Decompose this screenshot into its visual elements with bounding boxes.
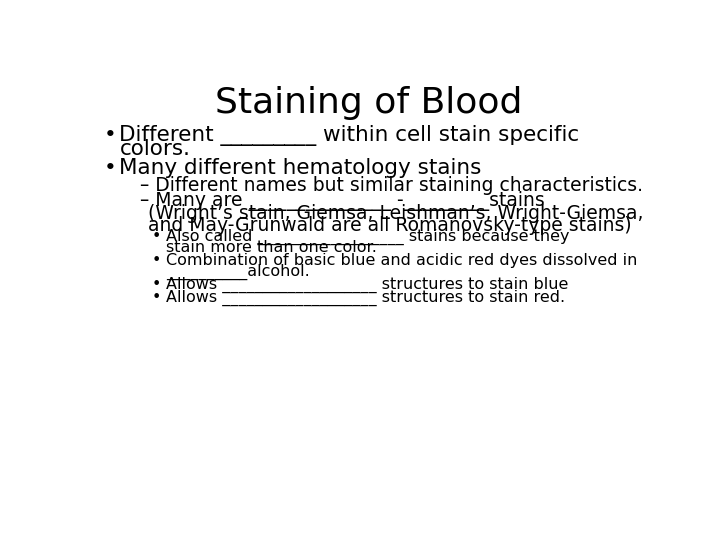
Text: stain more than one color.: stain more than one color. [166,240,377,255]
Text: (Wright’s stain, Giemsa, Leishman’s, Wright-Giemsa,: (Wright’s stain, Giemsa, Leishman’s, Wri… [148,204,644,223]
Text: – Different names but similar staining characteristics.: – Different names but similar staining c… [140,176,644,195]
Text: Allows ___________________ structures to stain blue: Allows ___________________ structures to… [166,276,568,293]
Text: •: • [152,289,161,305]
Text: •: • [152,276,161,292]
Text: __________alcohol.: __________alcohol. [166,264,310,280]
Text: •: • [104,125,117,145]
Text: Different _________ within cell stain specific: Different _________ within cell stain sp… [120,125,580,146]
Text: Allows ___________________ structures to stain red.: Allows ___________________ structures to… [166,289,565,306]
Text: •: • [152,229,161,244]
Text: Also called __________________ stains because they: Also called __________________ stains be… [166,229,570,245]
Text: and May-Grunwald are all Romanovsky-type stains): and May-Grunwald are all Romanovsky-type… [148,217,631,235]
Text: •: • [104,158,117,178]
Text: Combination of basic blue and acidic red dyes dissolved in: Combination of basic blue and acidic red… [166,253,637,268]
Text: Staining of Blood: Staining of Blood [215,86,523,120]
Text: Many different hematology stains: Many different hematology stains [120,158,482,178]
Text: colors.: colors. [120,139,191,159]
Text: – Many are _______________ -_________stains: – Many are _______________ -_________sta… [140,191,545,211]
Text: •: • [152,253,161,268]
